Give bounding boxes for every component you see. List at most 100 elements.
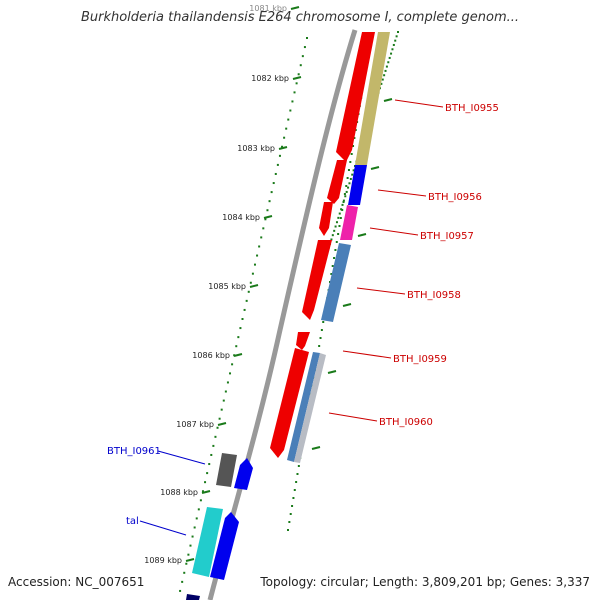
tick-dot (353, 137, 356, 139)
scale-tick-label: 1086 kbp (192, 351, 230, 360)
tick-dot (351, 173, 354, 176)
tick-dot (295, 481, 298, 483)
feature-bar-steel[interactable] (321, 243, 351, 322)
tick-dot (319, 337, 322, 339)
tick-dot (395, 35, 398, 38)
tick-dot (204, 481, 207, 484)
gene-label-bth-i0956[interactable]: BTH_I0956 (428, 192, 482, 203)
tick-dot (276, 163, 279, 166)
gene-block-navy (186, 594, 200, 600)
tick-dot (289, 109, 292, 112)
tick-dot (287, 118, 290, 121)
feature-bar-silver[interactable] (294, 353, 326, 463)
scale-tick (278, 146, 288, 150)
tick-dot (333, 257, 336, 259)
tick-dot (392, 43, 395, 46)
gene-label-bth-i0959[interactable]: BTH_I0959 (393, 354, 447, 365)
gene-label-bth-i0957[interactable]: BTH_I0957 (420, 231, 474, 242)
tick-dot (339, 217, 342, 219)
tick-dot (335, 221, 338, 224)
tick-dot (193, 526, 196, 529)
tick-dot (345, 190, 348, 193)
tick-dot (338, 225, 341, 227)
leader-line (157, 450, 206, 465)
gene-block-tal[interactable] (192, 507, 223, 577)
gene-label-bth-i0955[interactable]: BTH_I0955 (445, 103, 499, 114)
tick-dot (231, 363, 234, 366)
scale-tick (233, 353, 243, 357)
gene-arrow-bth-i0956[interactable] (327, 160, 347, 204)
tick-dot (297, 73, 300, 76)
tick-dot (338, 212, 341, 215)
leader-line (139, 520, 187, 536)
tick-dot (260, 236, 263, 239)
gene-arrow-bth-i0958[interactable] (302, 240, 332, 320)
tick-dot (330, 273, 333, 275)
tick-dot (380, 82, 383, 85)
feature-bar-blue[interactable] (348, 165, 367, 205)
tick-dot (333, 229, 336, 232)
scale-tick (290, 6, 300, 10)
tick-dot (299, 64, 302, 67)
tick-dot (241, 318, 244, 320)
scale-tick (292, 76, 302, 80)
tick-dot (229, 372, 232, 375)
tick-dot (270, 191, 273, 194)
labels: BTH_I0955 BTH_I0956 BTH_I0957 BTH_I0958 BTH_… (107, 99, 499, 536)
tick-dot (239, 327, 242, 330)
gene-arrow-bth-i0959[interactable] (296, 332, 310, 350)
scale-tick (217, 422, 227, 426)
scale-tick-label: 1089 kbp (144, 556, 182, 565)
map-title: Burkholderia thailandensis E264 chromoso… (80, 10, 520, 25)
feature-bar-magenta[interactable] (340, 205, 358, 240)
features (186, 32, 390, 600)
tick-dot (334, 249, 337, 251)
tick-dot (197, 508, 200, 511)
tick-dot (334, 225, 337, 228)
feature-bar-khaki[interactable] (355, 32, 390, 165)
gene-arrow-bth-i0955[interactable] (336, 32, 375, 162)
gene-label-bth-i0960[interactable]: BTH_I0960 (379, 417, 433, 428)
feature-bar-steel-2[interactable] (287, 352, 320, 462)
tick-dot (289, 513, 292, 515)
tick-dot (247, 290, 250, 293)
tick-dot (212, 444, 215, 447)
tick-dot (306, 37, 308, 39)
tick-dot (350, 153, 353, 155)
tick-dot (397, 31, 399, 33)
tick-dot (293, 91, 296, 94)
scale-tick-label: 1084 kbp (222, 213, 260, 222)
tick-dot (331, 265, 334, 267)
gene-arrow-blue-1[interactable] (234, 458, 253, 490)
tick-dot (218, 417, 221, 420)
tick-dot (278, 154, 281, 157)
feature-tick (342, 303, 352, 307)
tick-dot (237, 336, 240, 339)
tick-dot (301, 55, 304, 58)
genome-summary-text: Topology: circular; Length: 3,809,201 bp… (260, 575, 590, 589)
gene-label-bth-i0958[interactable]: BTH_I0958 (407, 290, 461, 301)
scale-tick-label: 1083 kbp (237, 144, 275, 153)
gene-label-tal[interactable]: tal (126, 516, 139, 527)
tick-dot (185, 562, 188, 565)
tick-dot (245, 299, 248, 302)
tick-dot (256, 254, 259, 257)
tick-dot (349, 177, 352, 180)
gene-arrow-bth-i0960[interactable] (270, 348, 309, 458)
tick-dot (235, 345, 238, 348)
scale-tick (249, 284, 259, 288)
scale-tick (201, 490, 211, 494)
feature-tick (357, 233, 367, 237)
tick-dot (383, 74, 386, 77)
gene-arrow-blue-2[interactable] (210, 512, 239, 580)
tick-dot (201, 490, 204, 493)
tick-dot (347, 169, 350, 171)
gene-block-bth-i0961[interactable] (216, 453, 237, 487)
gene-label-bth-i0961[interactable]: BTH_I0961 (107, 446, 161, 457)
gene-arrow-bth-i0957[interactable] (319, 202, 333, 236)
tick-dot (390, 52, 393, 55)
scale-tick (185, 558, 195, 562)
tick-dot (322, 321, 325, 323)
tick-dot (342, 201, 345, 203)
